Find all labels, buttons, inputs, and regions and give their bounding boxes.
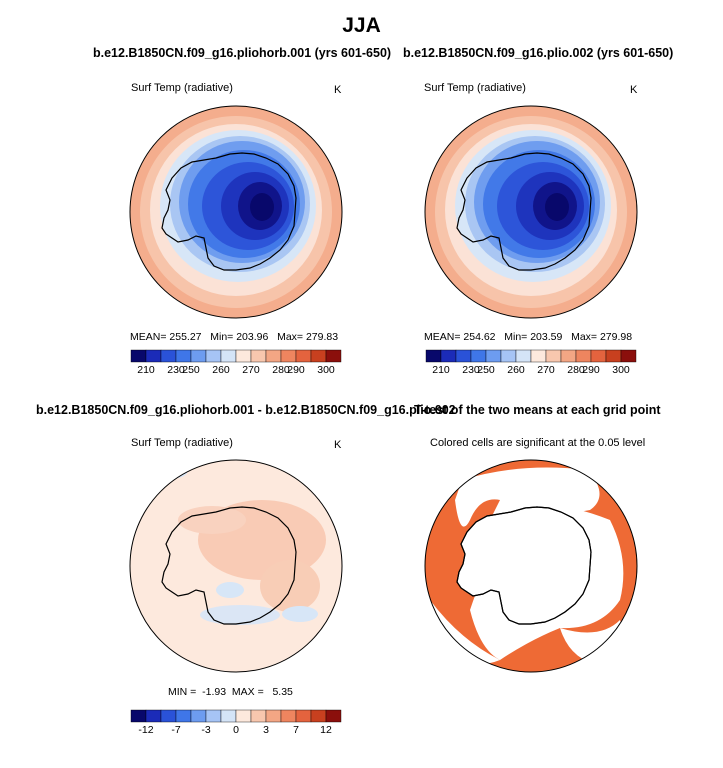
variable-label-bottom-left: Surf Temp (radiative) — [131, 437, 233, 449]
map-bottom-right — [424, 459, 638, 673]
colorbar-swatch — [485, 349, 502, 363]
stats-top-right: MEAN= 254.62 Min= 203.59 Max= 279.98 — [424, 331, 633, 343]
colorbar-tick-label: 230 — [462, 364, 480, 376]
colorbar-tick-label: 230 — [167, 364, 185, 376]
figure-title: JJA — [342, 14, 381, 37]
colorbar-swatch — [295, 349, 312, 363]
panel-title-bottom-left: b.e12.B1850CN.f09_g16.pliohorb.001 - b.e… — [36, 403, 456, 417]
colorbar-swatch — [545, 349, 562, 363]
colorbar-top-left — [130, 349, 342, 363]
colorbar-swatch — [175, 709, 192, 723]
colorbar-tick-label: 290 — [582, 364, 600, 376]
colorbar-swatch — [220, 349, 237, 363]
map-top-left — [129, 105, 343, 319]
colorbar-swatch — [470, 349, 487, 363]
colorbar-tick-label: 250 — [182, 364, 200, 376]
colorbar-tick-label: 12 — [320, 724, 332, 736]
colorbar-swatch — [160, 349, 177, 363]
colorbar-swatch — [205, 349, 222, 363]
colorbar-swatch — [575, 349, 592, 363]
colorbar-tick-label: -12 — [138, 724, 154, 736]
stats-top-left: MEAN= 255.27 Min= 203.96 Max= 279.83 — [130, 331, 339, 343]
colorbar-tick-label: 210 — [432, 364, 450, 376]
colorbar-tick-label: 270 — [242, 364, 260, 376]
colorbar-swatch — [425, 349, 442, 363]
colorbar-swatch — [265, 709, 282, 723]
colorbar-tick-label: 260 — [212, 364, 230, 376]
colorbar-swatch — [220, 709, 237, 723]
colorbar-swatch — [325, 709, 342, 723]
colorbar-swatch — [145, 349, 162, 363]
colorbar-swatch — [130, 349, 147, 363]
panel-subtitle-bottom-right: Colored cells are significant at the 0.0… — [430, 437, 646, 449]
colorbar-swatch — [160, 709, 177, 723]
colorbar-swatch — [560, 349, 577, 363]
colorbar-tick-label: 280 — [567, 364, 585, 376]
colorbar-tick-label: 0 — [233, 724, 239, 736]
colorbar-swatch — [455, 349, 472, 363]
panel-title-top-left: b.e12.B1850CN.f09_g16.pliohorb.001 (yrs … — [93, 46, 392, 60]
colorbar-swatch — [620, 349, 637, 363]
colorbar-swatch — [440, 349, 457, 363]
colorbar-swatch — [190, 709, 207, 723]
colorbar-tick-label: 300 — [317, 364, 335, 376]
colorbar-swatch — [280, 349, 297, 363]
colorbar-tick-label: 300 — [612, 364, 630, 376]
colorbar-tick-label: -3 — [201, 724, 211, 736]
stats-bottom-left: MIN = -1.93 MAX = 5.35 — [168, 686, 293, 698]
units-label-top-right: K — [630, 84, 638, 96]
colorbar-swatch — [295, 709, 312, 723]
colorbar-swatch — [590, 349, 607, 363]
colorbar-tick-label: 260 — [507, 364, 525, 376]
colorbar-top-right — [425, 349, 637, 363]
colorbar-swatch — [175, 349, 192, 363]
colorbar-tick-label: 270 — [537, 364, 555, 376]
map-bottom-left — [129, 459, 343, 673]
colorbar-swatch — [500, 349, 517, 363]
colorbar-swatch — [250, 709, 267, 723]
colorbar-swatch — [310, 709, 327, 723]
colorbar-swatch — [205, 709, 222, 723]
colorbar-swatch — [280, 709, 297, 723]
colorbar-swatch — [325, 349, 342, 363]
colorbar-tick-label: 290 — [287, 364, 305, 376]
colorbar-swatch — [605, 349, 622, 363]
colorbar-tick-label: 7 — [293, 724, 299, 736]
colorbar-swatch — [265, 349, 282, 363]
units-label-bottom-left: K — [334, 439, 342, 451]
colorbar-swatch — [145, 709, 162, 723]
units-label-top-left: K — [334, 84, 342, 96]
variable-label-top-left: Surf Temp (radiative) — [131, 82, 233, 94]
panel-title-top-right: b.e12.B1850CN.f09_g16.plio.002 (yrs 601-… — [403, 46, 674, 60]
colorbar-swatch — [130, 709, 147, 723]
colorbar-bottom-left — [130, 709, 342, 723]
colorbar-tick-label: 250 — [477, 364, 495, 376]
colorbar-swatch — [530, 349, 547, 363]
colorbar-swatch — [250, 349, 267, 363]
panel-title-bottom-right: T-test of the two means at each grid poi… — [414, 403, 661, 417]
colorbar-swatch — [235, 349, 252, 363]
colorbar-swatch — [515, 349, 532, 363]
map-top-right — [424, 105, 638, 319]
colorbar-swatch — [190, 349, 207, 363]
colorbar-tick-label: 280 — [272, 364, 290, 376]
colorbar-tick-label: 210 — [137, 364, 155, 376]
variable-label-top-right: Surf Temp (radiative) — [424, 82, 526, 94]
colorbar-tick-label: -7 — [171, 724, 181, 736]
colorbar-tick-label: 3 — [263, 724, 269, 736]
colorbar-swatch — [310, 349, 327, 363]
colorbar-swatch — [235, 709, 252, 723]
